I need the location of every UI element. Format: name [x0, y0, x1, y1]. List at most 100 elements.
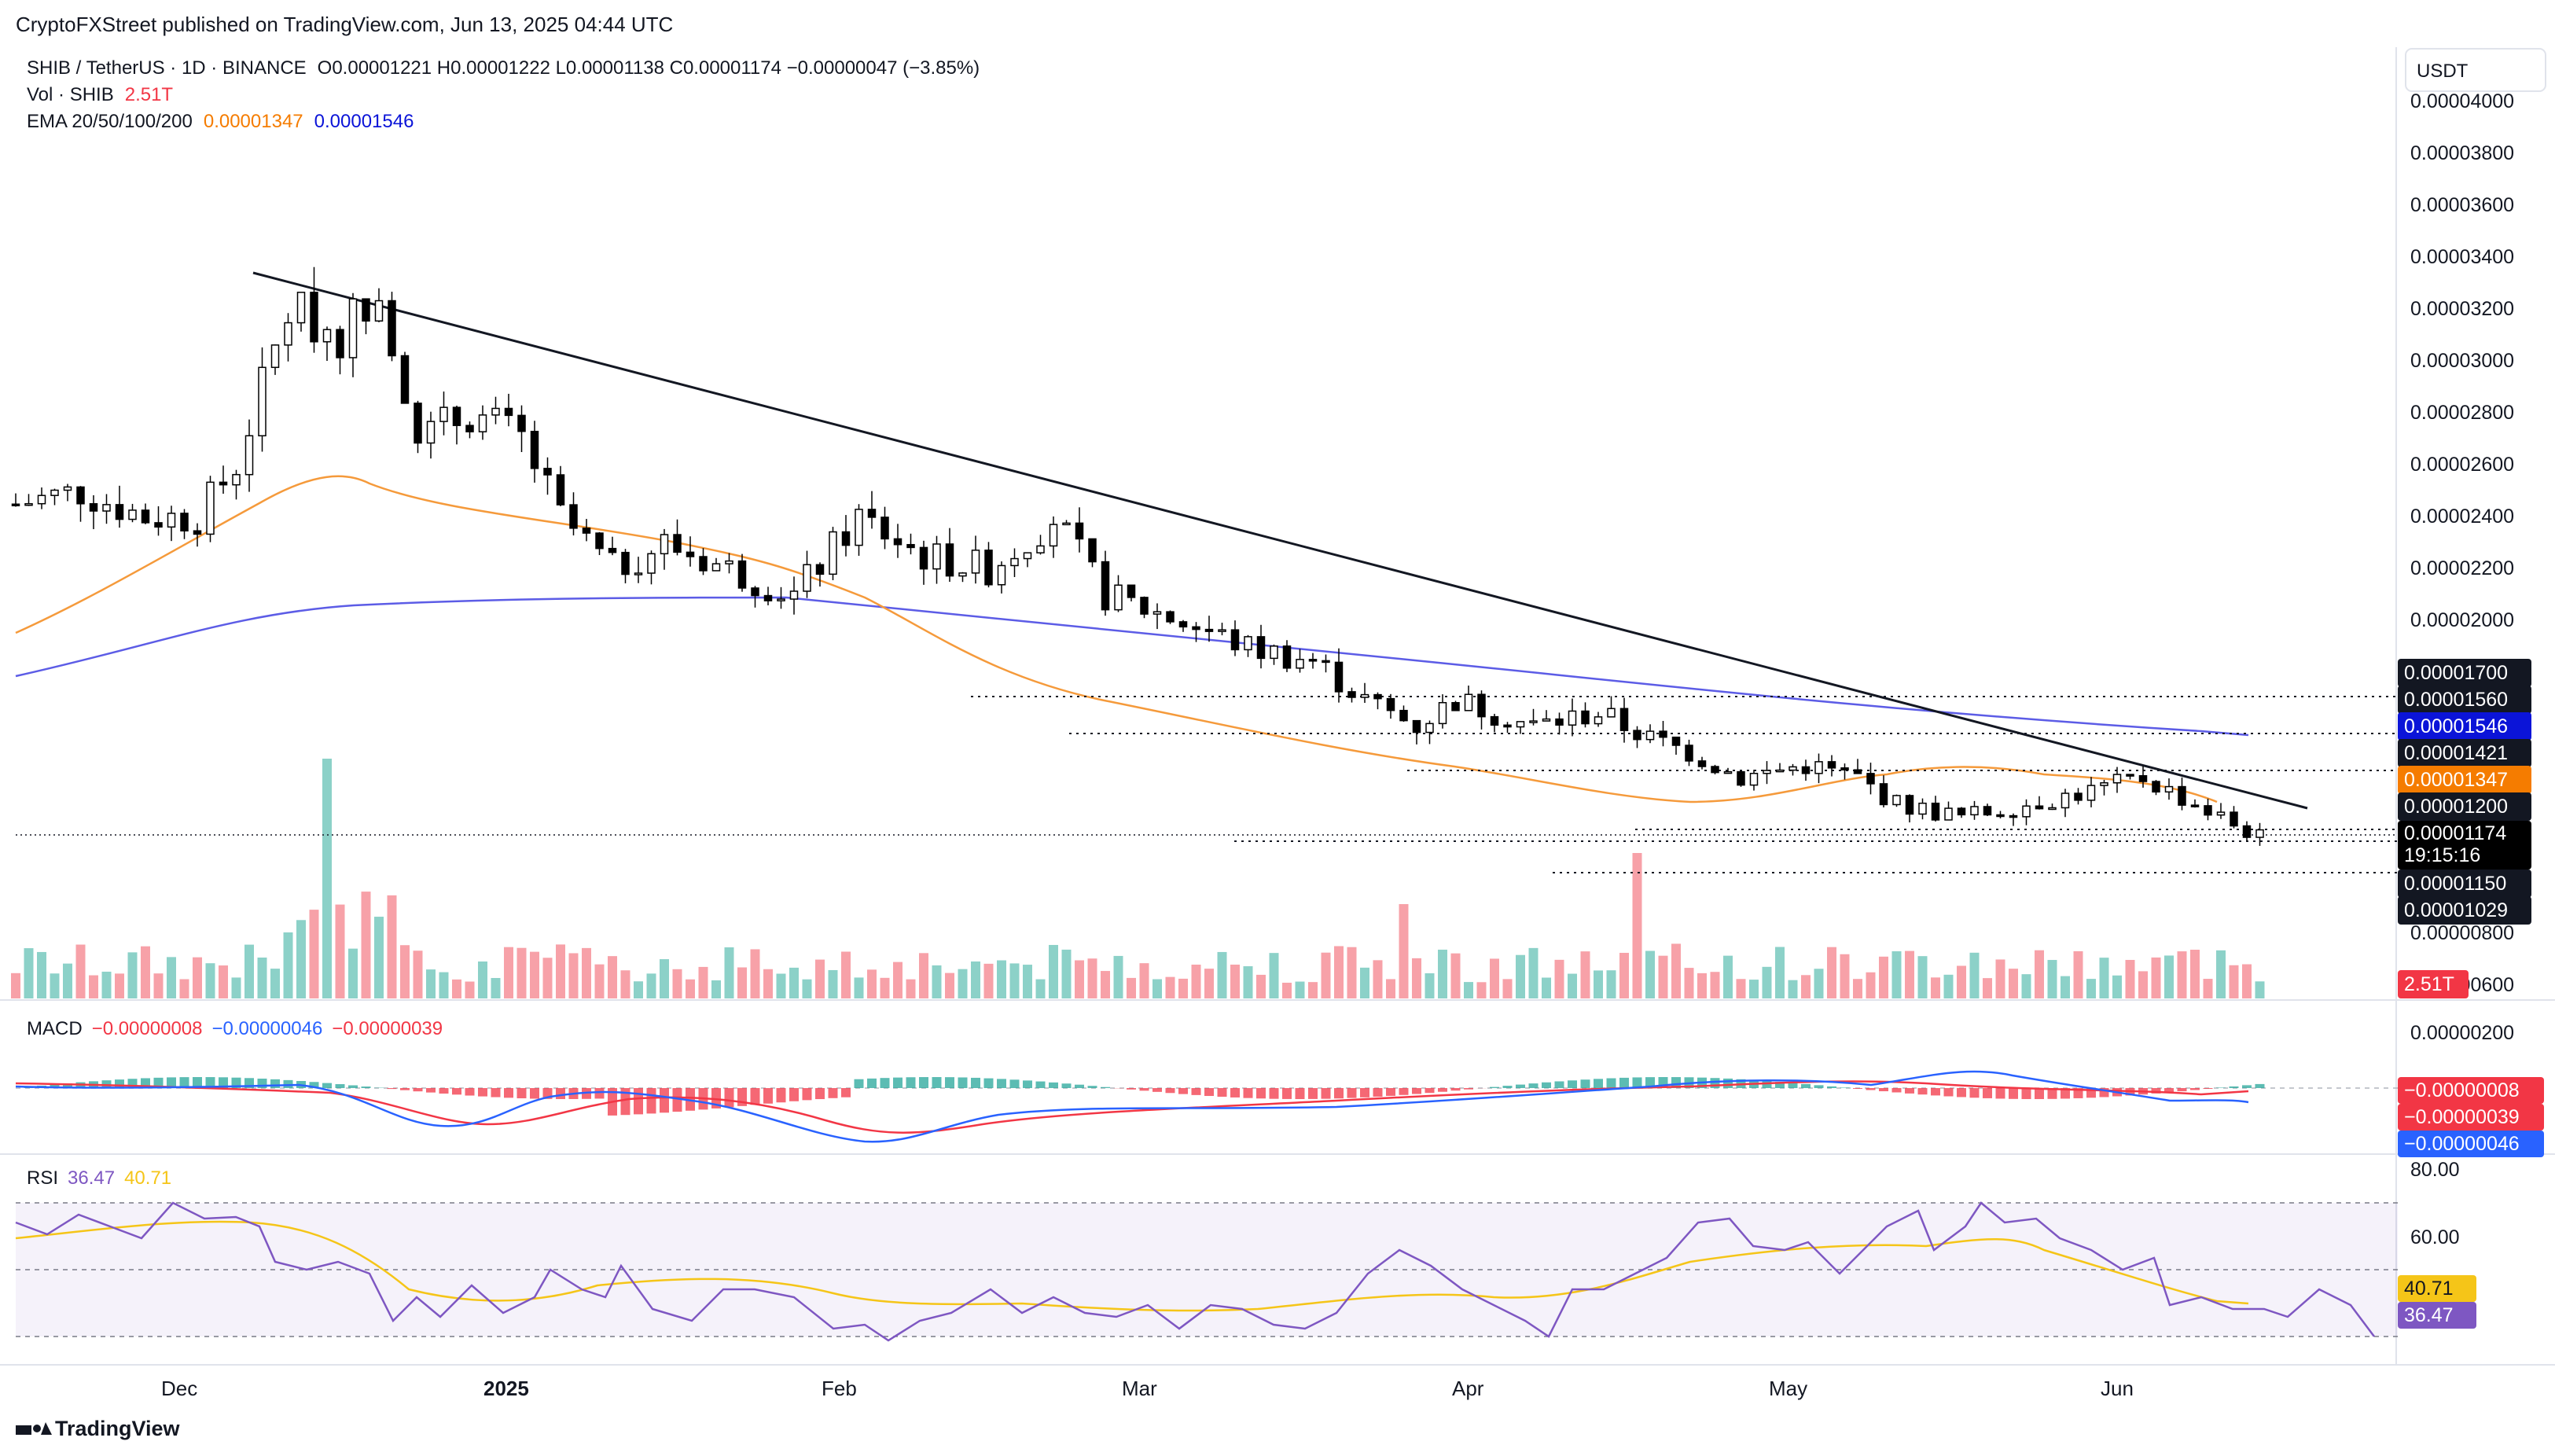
- volume-bar: [179, 979, 189, 998]
- time-tick: 2025: [483, 1377, 529, 1400]
- volume-bar: [672, 969, 682, 998]
- ema200-line: [15, 596, 2249, 737]
- macd-hist-bar: [1243, 1088, 1253, 1098]
- volume-bar: [1775, 947, 1785, 998]
- volume-bar: [1658, 955, 1668, 998]
- volume-bar: [2125, 960, 2135, 998]
- macd-hist-bar: [750, 1088, 760, 1105]
- candle-body: [1075, 522, 1084, 540]
- volume-bar: [89, 975, 98, 998]
- candle-body: [517, 414, 526, 432]
- volume-bar: [1580, 951, 1590, 998]
- candle-body: [880, 517, 889, 540]
- candle-body: [426, 421, 436, 444]
- candle-body: [1464, 693, 1473, 711]
- macd-hist-bar: [724, 1088, 734, 1108]
- volume-bar: [983, 963, 994, 998]
- candle-body: [1529, 720, 1538, 723]
- macd-hist-bar: [841, 1088, 851, 1098]
- volume-bar: [971, 961, 980, 998]
- ema200-value: 0.00001546: [314, 111, 414, 132]
- volume-bar: [958, 969, 968, 998]
- macd-hist-bar: [1502, 1086, 1513, 1088]
- volume-bar: [2151, 957, 2161, 998]
- ema-legend: EMA 20/50/100/200 0.00001347 0.00001546: [27, 111, 414, 132]
- candle-body: [1879, 783, 1888, 806]
- volume-bar: [2112, 975, 2122, 998]
- macd-hist-bar: [1308, 1088, 1318, 1099]
- support-resistance-levels: [971, 696, 2398, 873]
- candle-body: [1023, 552, 1032, 560]
- volume-bar: [167, 957, 176, 998]
- badge-level-1700: 0.00001700: [2404, 662, 2508, 684]
- badge-bg-8: [2398, 870, 2531, 898]
- badge-bg-1: [2398, 686, 2531, 714]
- volume-bar: [1814, 969, 1824, 998]
- volume-bar: [1632, 853, 1642, 998]
- volume-bar: [193, 957, 202, 998]
- volume-bar: [2203, 979, 2213, 998]
- price-tick: 0.00003000: [2410, 350, 2514, 372]
- candle-body: [1218, 629, 1226, 632]
- candle-body: [2190, 804, 2200, 807]
- volume-bar: [1697, 973, 1707, 998]
- publisher-text: CryptoFXStreet published on TradingView.…: [16, 13, 673, 36]
- macd-hist-bar: [672, 1088, 682, 1112]
- candle-body: [1296, 659, 1304, 669]
- volume-bar: [1075, 960, 1084, 998]
- macd-hist-bar: [426, 1088, 436, 1093]
- tradingview-logo[interactable]: TradingView: [16, 1417, 181, 1440]
- macd-hist-bar: [880, 1078, 890, 1088]
- candle-body: [24, 502, 33, 506]
- macd-badge-bg-1: [2398, 1104, 2544, 1131]
- candle-body: [141, 509, 150, 524]
- candle-body: [167, 513, 176, 528]
- macd-hist-bar: [530, 1088, 539, 1099]
- macd-hist-bar: [932, 1077, 942, 1088]
- currency-button[interactable]: [2405, 48, 2546, 92]
- candle-body: [1360, 693, 1369, 698]
- volume-bar: [919, 953, 928, 998]
- macd-hist-bar: [1269, 1088, 1279, 1099]
- candle-body: [1412, 719, 1421, 734]
- macd-hist-bar: [361, 1086, 371, 1088]
- candle-body: [1490, 715, 1499, 726]
- candle-body: [699, 556, 708, 572]
- candle-body: [1853, 769, 1862, 774]
- candle-body: [1347, 691, 1356, 698]
- candle-body: [2074, 792, 2083, 801]
- candle-body: [1568, 710, 1577, 726]
- volume-bar: [2229, 965, 2239, 998]
- candle-body: [1866, 773, 1875, 785]
- volume-bar: [1554, 959, 1564, 998]
- volume-bar: [1606, 970, 1616, 998]
- candle-body: [1270, 645, 1278, 660]
- macd-hist-bar: [1580, 1079, 1590, 1088]
- volume-bar: [1269, 953, 1279, 998]
- candle-body: [945, 543, 954, 577]
- candle-body: [1659, 730, 1667, 738]
- volume-bar: [1749, 980, 1759, 998]
- volume-bar: [1035, 979, 1046, 998]
- macd-hist-bar: [1957, 1088, 1966, 1098]
- volume-bar: [296, 920, 306, 998]
- volume-bar: [115, 973, 124, 998]
- macd-hist-bar: [1775, 1082, 1785, 1088]
- ema-label: EMA 20/50/100/200: [27, 111, 193, 132]
- volume-bar: [1153, 979, 1162, 998]
- candle-body: [1399, 709, 1408, 722]
- logo-icon: [16, 1425, 31, 1435]
- volume-bar: [413, 950, 423, 998]
- macd-hist-bar: [115, 1079, 124, 1088]
- candle-body: [374, 300, 384, 322]
- volume-bar: [1542, 977, 1551, 998]
- macd-hist-bar: [1490, 1086, 1499, 1088]
- volume-bar: [244, 944, 254, 998]
- volume-bar: [1113, 955, 1123, 998]
- macd-hist-bar: [828, 1088, 838, 1098]
- macd-hist-bar: [686, 1088, 695, 1111]
- volume-bar: [1866, 972, 1876, 998]
- price-tick: 0.00003400: [2410, 246, 2514, 268]
- macd-hist-bar: [101, 1080, 112, 1088]
